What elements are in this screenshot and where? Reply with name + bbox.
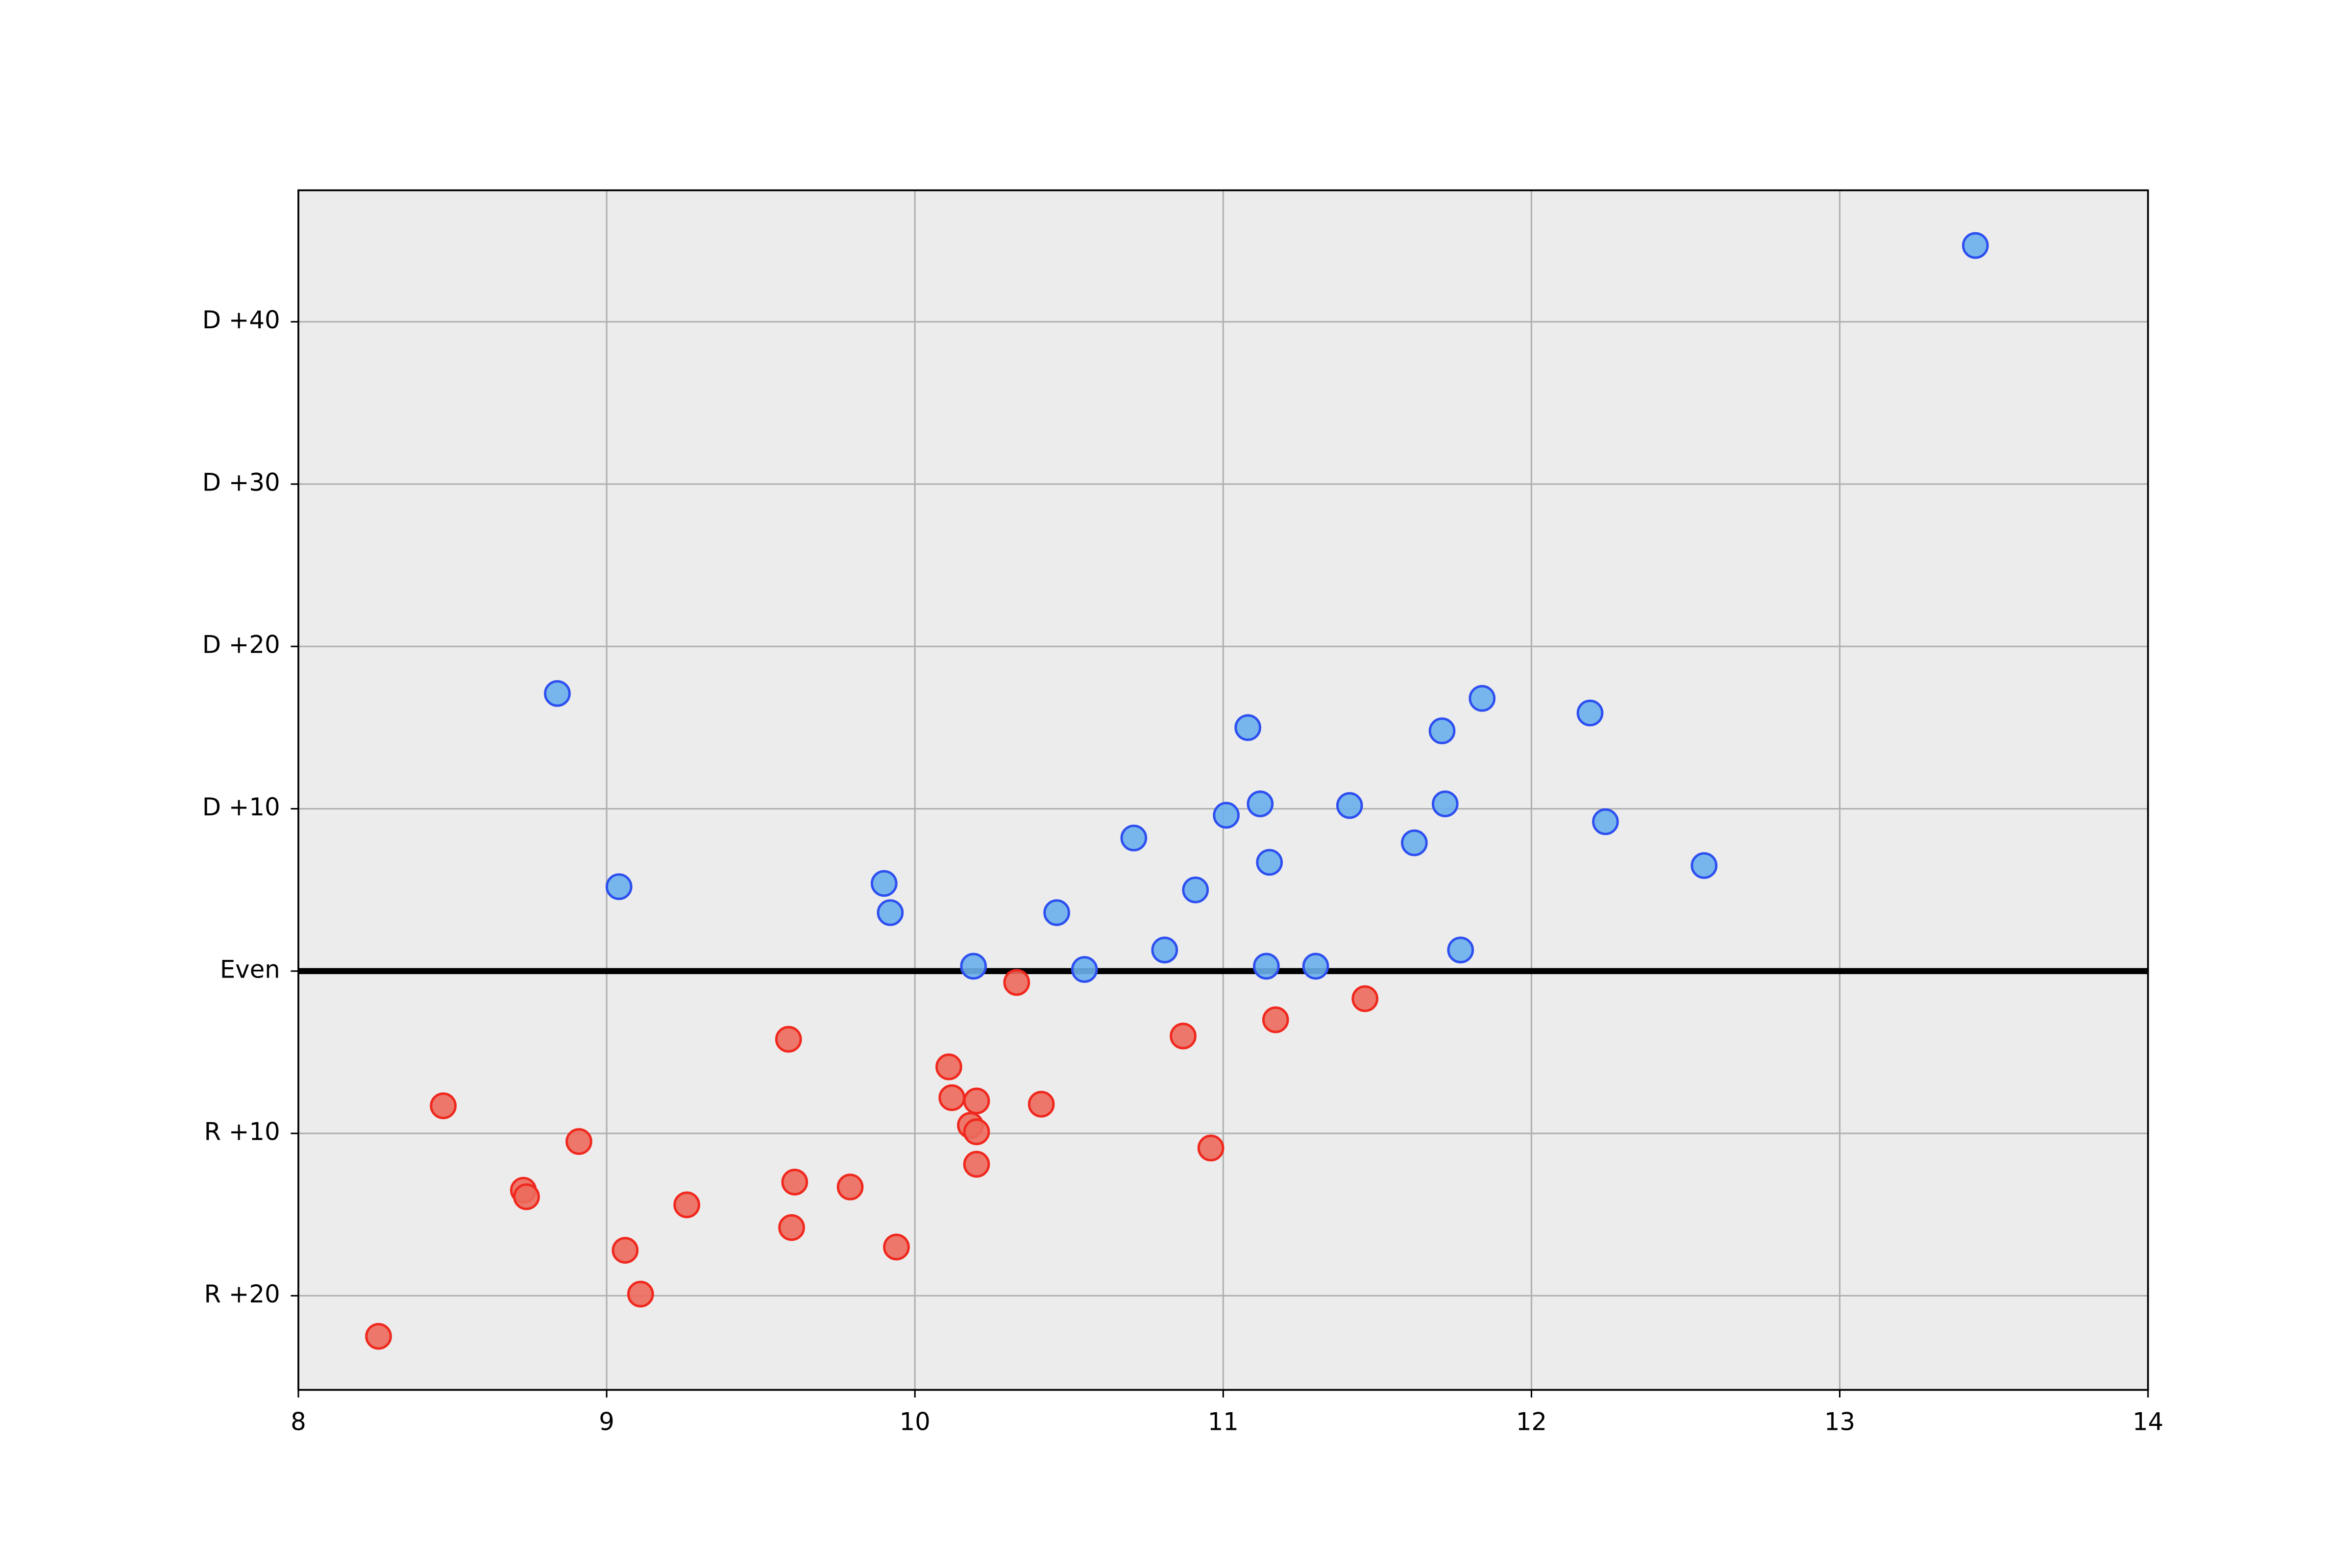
scatter-point: [1170, 1022, 1197, 1050]
scatter-point: [605, 873, 633, 900]
scatter-point: [1213, 802, 1240, 829]
scatter-point: [963, 1118, 990, 1146]
y-tick-label: D +40: [202, 306, 280, 334]
scatter-point: [1690, 852, 1718, 879]
scatter-point: [935, 1053, 962, 1080]
scatter-point: [1197, 1134, 1225, 1162]
y-tick-label: R +10: [204, 1118, 280, 1146]
scatter-point: [1151, 936, 1178, 964]
plot-frame: [297, 189, 2149, 1391]
x-tick-label: 11: [1208, 1407, 1239, 1436]
scatter-point: [627, 1280, 654, 1308]
y-tick-label: Even: [220, 955, 280, 983]
scatter-point: [1302, 953, 1329, 980]
scatter-point: [1469, 685, 1496, 712]
scatter-point: [775, 1026, 802, 1053]
scatter-point: [365, 1323, 392, 1350]
scatter-point: [1253, 953, 1280, 980]
scatter-point: [1336, 792, 1363, 819]
scatter-point: [513, 1183, 540, 1210]
scatter-point: [1182, 876, 1209, 904]
scatter-point: [1431, 790, 1459, 817]
y-tick-label: R +20: [204, 1280, 280, 1308]
scatter-point: [870, 870, 898, 897]
scatter-point: [430, 1092, 457, 1120]
scatter-point: [1262, 1006, 1289, 1033]
scatter-point: [778, 1214, 805, 1241]
scatter-point: [960, 953, 987, 980]
scatter-point: [883, 1233, 910, 1261]
x-tick-label: 12: [1516, 1407, 1547, 1436]
scatter-point: [1120, 824, 1148, 852]
x-tick-label: 14: [2132, 1407, 2163, 1436]
scatter-point: [781, 1169, 808, 1196]
scatter-point: [1592, 808, 1619, 835]
scatter-point: [1028, 1091, 1055, 1118]
scatter-point: [1962, 232, 1989, 259]
y-tick-label: D +30: [202, 468, 280, 496]
y-tick-label: D +10: [202, 793, 280, 821]
scatter-point: [1576, 699, 1604, 727]
scatter-point: [1428, 717, 1456, 744]
scatter-point: [673, 1191, 700, 1219]
scatter-point: [612, 1237, 639, 1264]
scatter-point: [565, 1128, 592, 1155]
x-tick-label: 10: [900, 1407, 931, 1436]
x-tick-label: 9: [599, 1407, 614, 1436]
scatter-point: [1071, 956, 1098, 983]
scatter-point: [963, 1087, 990, 1115]
scatter-point: [1447, 936, 1474, 964]
scatter-point: [1234, 714, 1261, 741]
y-tick-label: D +20: [202, 631, 280, 659]
scatter-point: [1256, 849, 1283, 876]
scatter-point: [1043, 899, 1070, 926]
scatter-point: [1351, 985, 1379, 1012]
scatter-point: [877, 899, 904, 926]
scatter-point: [544, 680, 571, 707]
scatter-point: [963, 1151, 990, 1178]
scatter-point: [1401, 829, 1428, 857]
scatter-point: [1247, 790, 1274, 817]
x-tick-label: 8: [291, 1407, 306, 1436]
scatter-point: [836, 1174, 864, 1200]
scatter-point: [1003, 969, 1030, 996]
x-tick-label: 13: [1824, 1407, 1855, 1436]
scatter-point: [938, 1084, 966, 1111]
